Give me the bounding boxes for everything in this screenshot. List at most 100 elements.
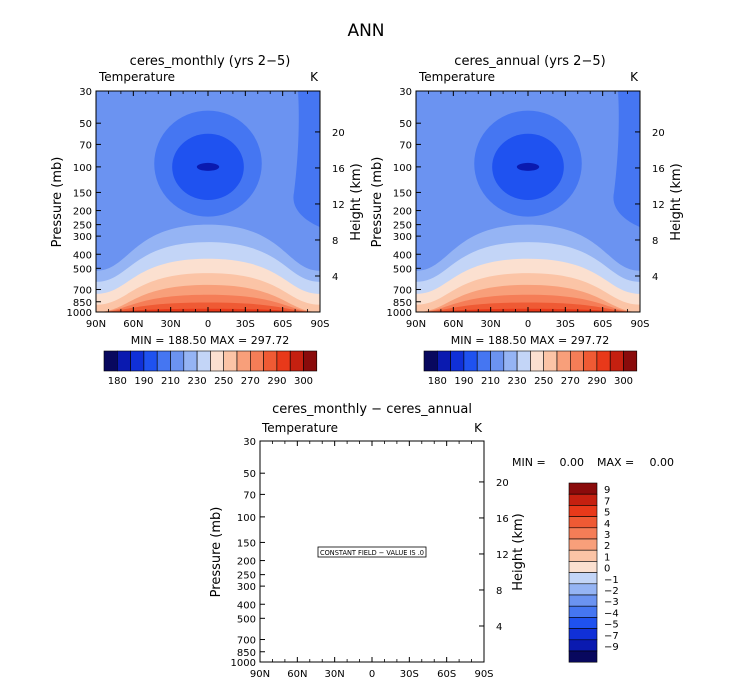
contour-level-200 — [613, 91, 640, 228]
min-value: 0.00 — [560, 456, 585, 469]
colorbar-label: −2 — [604, 586, 619, 597]
y-tick-label: 300 — [393, 232, 412, 243]
colorbar-swatch — [568, 538, 598, 551]
y-tick-label: 50 — [243, 469, 256, 480]
y-tick-label: 400 — [237, 600, 256, 611]
y-tick-label: 1000 — [387, 308, 412, 319]
annotation-box — [317, 546, 427, 558]
colorbar-swatch — [568, 505, 598, 517]
y-tick-label: 50 — [399, 119, 412, 130]
y-tick-label: 150 — [73, 188, 92, 199]
colorbar-label: 3 — [604, 530, 610, 541]
y-tick-label: 300 — [73, 232, 92, 243]
contour-level-200 — [293, 91, 320, 228]
y-tick-label: 250 — [73, 221, 92, 232]
colorbar-label: −4 — [604, 608, 619, 619]
colorbar-label: 300 — [294, 376, 313, 387]
colorbar-swatch — [423, 350, 438, 372]
max-label: MAX = — [597, 456, 634, 469]
colorbar-swatch — [568, 617, 598, 629]
y2-axis-label: Height (km) — [669, 163, 684, 240]
colorbar-swatch — [250, 350, 264, 372]
x-tick-label: 60S — [593, 319, 612, 330]
y-axis-label: Pressure (mb) — [50, 157, 65, 248]
y-axis-label: Pressure (mb) — [209, 507, 224, 598]
colorbar-swatch — [103, 350, 118, 372]
colorbar-label: 2 — [604, 541, 610, 552]
colorbar-label: −5 — [604, 620, 619, 631]
units-label: K — [630, 70, 639, 84]
colorbar-swatch — [130, 350, 145, 372]
y-tick-label: 30 — [243, 437, 256, 448]
y2-tick-label: 4 — [496, 622, 502, 633]
colorbar-swatch — [623, 350, 638, 372]
colorbar-label: 7 — [604, 496, 610, 507]
y-tick-label: 500 — [73, 264, 92, 275]
colorbar-swatch — [223, 350, 238, 372]
y2-tick-label: 20 — [496, 478, 509, 489]
colorbar-swatch — [596, 350, 611, 372]
panel-difference: ceres_monthly − ceres_annual Temperature… — [209, 402, 674, 680]
colorbar: 180 190 210 230 250 270 290 300 — [423, 350, 638, 387]
constant-field-annotation: CONSTANT FIELD − VALUE IS .0 — [320, 549, 424, 557]
min-label: MIN = — [512, 456, 546, 469]
y2-tick-label: 8 — [332, 236, 338, 247]
y-tick-label: 30 — [399, 87, 412, 98]
colorbar-label: 210 — [481, 376, 500, 387]
variable-label: Temperature — [261, 421, 338, 435]
colorbar-label: 9 — [604, 485, 610, 496]
colorbar-swatch — [568, 628, 598, 641]
panel-title: ceres_monthly − ceres_annual — [272, 402, 472, 417]
y-tick-label: 70 — [399, 140, 412, 151]
colorbar-swatch — [196, 350, 211, 372]
colorbar-swatch — [568, 639, 598, 652]
colorbar-label: 210 — [161, 376, 180, 387]
y-tick-label: 100 — [73, 163, 92, 174]
y2-axis-label: Height (km) — [511, 513, 526, 590]
y-tick-label: 700 — [393, 286, 412, 297]
colorbar-label: 270 — [241, 376, 260, 387]
colorbar-swatch — [568, 516, 598, 529]
y-tick-label: 850 — [73, 298, 92, 309]
colorbar-label: 4 — [604, 519, 610, 530]
x-tick-label: 30N — [325, 669, 345, 680]
y-tick-label: 250 — [393, 221, 412, 232]
y-tick-label: 250 — [237, 571, 256, 582]
x-tick-label: 60S — [437, 669, 456, 680]
x-tick-label: 90N — [250, 669, 270, 680]
y-tick-label: 50 — [79, 119, 92, 130]
y-tick-label: 850 — [237, 648, 256, 659]
colorbar-label: 180 — [108, 376, 127, 387]
colorbar-swatch — [568, 527, 598, 540]
x-tick-label: 0 — [369, 669, 375, 680]
colorbar-swatch — [609, 350, 624, 372]
x-tick-label: 90S — [630, 319, 649, 330]
y2-tick-label: 12 — [332, 200, 345, 211]
colorbar-swatch — [568, 493, 598, 506]
y-tick-label: 400 — [393, 250, 412, 261]
y-tick-label: 150 — [237, 538, 256, 549]
colorbar-swatch — [436, 350, 451, 372]
contour-field — [416, 91, 640, 312]
y2-axis-label: Height (km) — [349, 163, 364, 240]
colorbar-swatch — [569, 350, 584, 372]
colorbar-swatch — [450, 350, 465, 372]
y-tick-label: 200 — [393, 207, 412, 218]
x-tick-label: 30N — [161, 319, 181, 330]
y-tick-label: 700 — [73, 286, 92, 297]
y-tick-label: 1000 — [67, 308, 92, 319]
units-label: K — [474, 421, 483, 435]
x-tick-label: 60N — [443, 319, 463, 330]
y-tick-label: 1000 — [231, 658, 256, 669]
colorbar-swatch — [210, 350, 224, 372]
colorbar-label: 270 — [561, 376, 580, 387]
colorbar-label: 290 — [267, 376, 286, 387]
colorbar-swatch — [568, 549, 598, 562]
x-tick-label: 0 — [205, 319, 211, 330]
panel-title: ceres_monthly (yrs 2−5) — [130, 54, 291, 69]
y-tick-label: 850 — [393, 298, 412, 309]
colorbar-swatch — [476, 350, 491, 372]
panel-ceres-monthly: ceres_monthly (yrs 2−5) Temperature K 90… — [50, 54, 364, 387]
